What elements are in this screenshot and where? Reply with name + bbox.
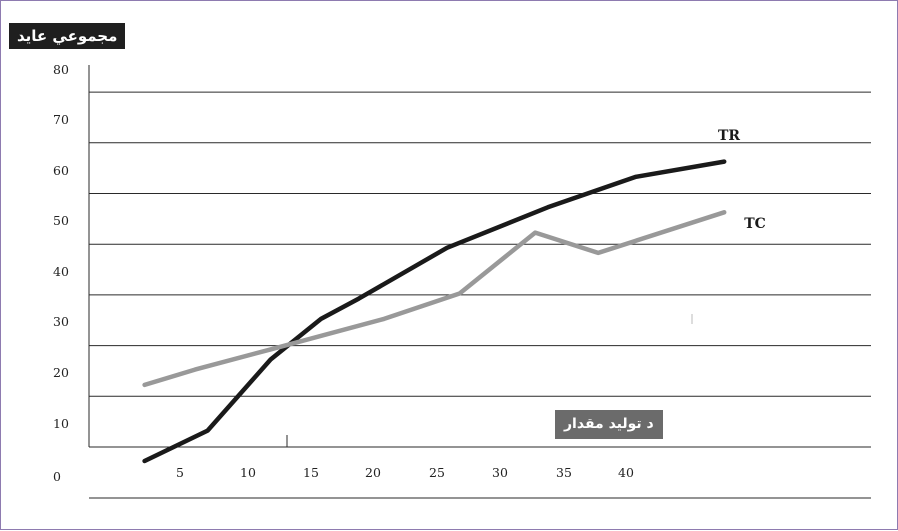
y-tick-label: 80 (53, 62, 69, 77)
axes (88, 65, 871, 499)
x-tick-label: 30 (492, 465, 508, 480)
x-tick-label: 25 (429, 465, 445, 480)
series-labels: TR TC (718, 128, 766, 232)
x-axis-label: د تولید مقدار (555, 410, 663, 439)
x-tick-label: 15 (303, 465, 319, 480)
y-tick-label: 70 (53, 112, 69, 127)
series-line-tc (142, 210, 727, 388)
y-tick-label: 40 (53, 264, 69, 279)
series-label-tc: TC (744, 216, 766, 232)
y-tick-label: 0 (53, 469, 61, 484)
y-tick-labels: 0 10 20 30 40 50 60 70 80 (53, 62, 69, 484)
x-tick-label: 10 (240, 465, 256, 480)
y-tick-label: 10 (53, 416, 69, 431)
series-lines (142, 159, 727, 464)
y-tick-label: 20 (53, 365, 69, 380)
y-tick-label: 50 (53, 213, 69, 228)
x-tick-label: 35 (556, 465, 572, 480)
series-label-tr: TR (718, 128, 740, 144)
y-axis-label: مجموعي عايد (9, 23, 126, 49)
y-tick-label: 60 (53, 163, 69, 178)
x-tick-labels: 5 10 15 20 25 30 35 40 (176, 465, 634, 480)
x-tick-label: 20 (365, 465, 381, 480)
series-line-tr (142, 159, 727, 464)
y-tick-label: 30 (53, 314, 69, 329)
x-tick-label: 5 (176, 465, 184, 480)
x-tick-label: 40 (618, 465, 634, 480)
grid (89, 91, 871, 448)
